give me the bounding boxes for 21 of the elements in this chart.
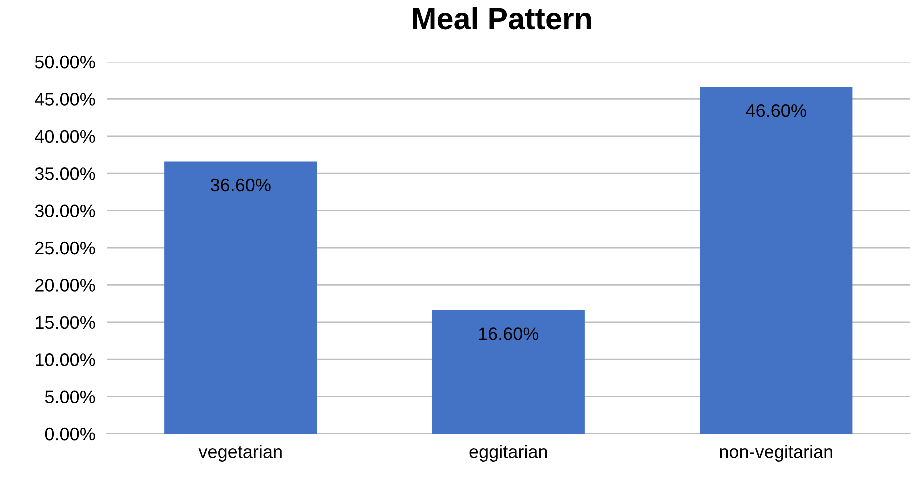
- data-label: 36.60%: [210, 178, 271, 192]
- bar: [700, 87, 853, 434]
- y-tick-label: 15.00%: [36, 316, 96, 330]
- x-tick-label: eggitarian: [470, 445, 548, 462]
- bar: [432, 310, 585, 434]
- y-tick-label: 45.00%: [35, 93, 96, 106]
- y-tick-label: 25.00%: [36, 242, 96, 255]
- x-tick-label: non-vegitarian: [720, 445, 832, 462]
- y-tick-label: 20.00%: [36, 279, 96, 292]
- y-tick-label: 50.00%: [35, 56, 96, 69]
- chart-title: Meal Pattern: [413, 7, 592, 30]
- y-tick-label: 35.00%: [35, 168, 96, 180]
- x-tick-label: vegetarian: [198, 445, 282, 462]
- data-label: 16.60%: [479, 328, 539, 340]
- y-tick-label: 30.00%: [35, 204, 96, 218]
- y-tick-label: 10.00%: [36, 354, 96, 366]
- data-label: 46.60%: [746, 104, 806, 118]
- y-tick-label: 0.00%: [45, 428, 96, 441]
- bar: [164, 162, 318, 434]
- y-tick-label: 40.00%: [35, 130, 96, 144]
- y-tick-label: 5.00%: [45, 390, 96, 404]
